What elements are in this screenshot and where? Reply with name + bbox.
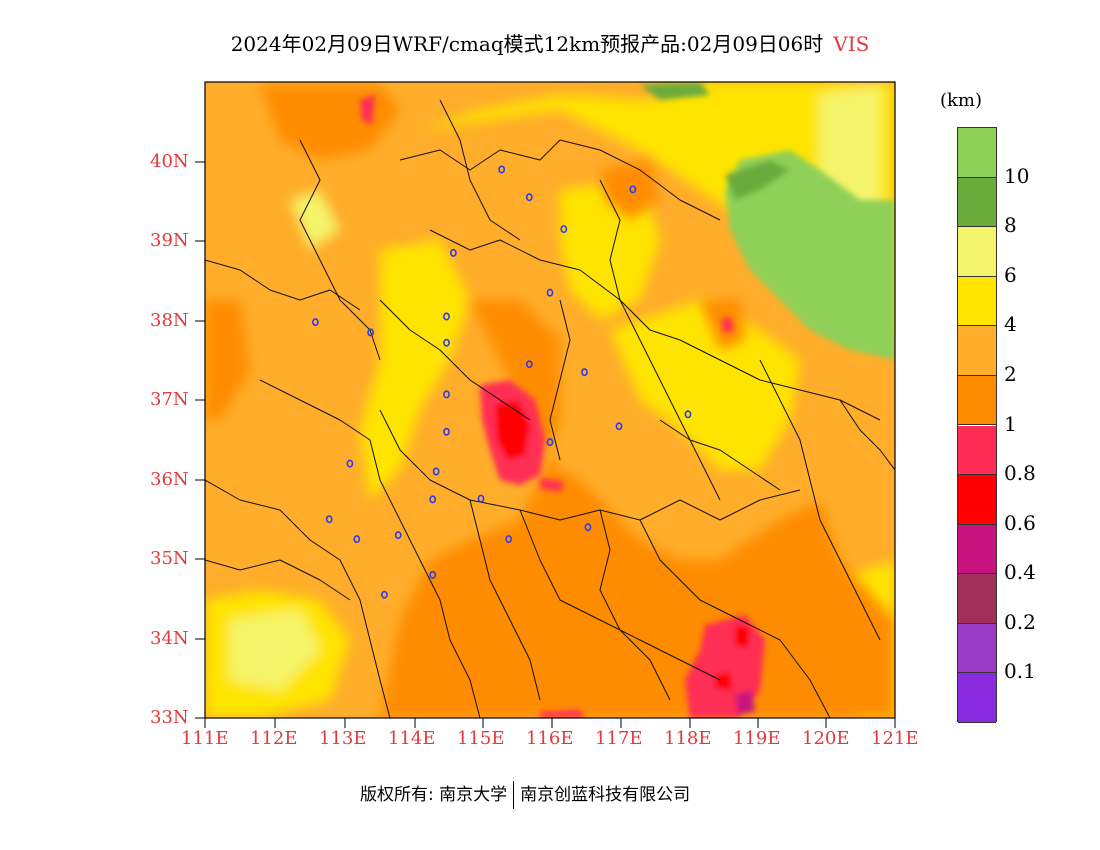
city-marker bbox=[525, 193, 533, 202]
legend-label: 6 bbox=[1004, 262, 1017, 287]
legend-label: 1 bbox=[1004, 411, 1017, 436]
city-marker bbox=[429, 570, 437, 579]
x-tick-label: 120E bbox=[802, 728, 850, 749]
legend-colorbar bbox=[957, 127, 997, 723]
y-tick-label: 34N bbox=[150, 627, 189, 649]
title-text: 2024年02月09日WRF/cmaq模式12km预报产品:02月09日06时 bbox=[230, 32, 824, 56]
x-tick-label: 119E bbox=[733, 728, 781, 749]
legend-label: 0.2 bbox=[1004, 609, 1036, 634]
city-marker bbox=[546, 438, 554, 447]
legend-swatch bbox=[958, 326, 996, 376]
city-marker bbox=[443, 338, 450, 347]
legend-swatch bbox=[958, 276, 996, 327]
x-tick-label: 116E bbox=[526, 728, 574, 749]
city-marker bbox=[615, 422, 623, 431]
legend-label: 0.4 bbox=[1004, 560, 1036, 585]
city-marker bbox=[584, 523, 592, 532]
legend-swatch bbox=[958, 425, 996, 476]
legend-label: 10 bbox=[1004, 163, 1030, 188]
city-marker bbox=[353, 535, 361, 544]
city-marker bbox=[394, 531, 402, 540]
legend-swatch bbox=[958, 673, 996, 723]
city-marker bbox=[525, 360, 533, 369]
y-tick-label: 38N bbox=[150, 309, 189, 331]
footer-left: 版权所有: 南京大学 bbox=[360, 785, 508, 805]
y-tick-label: 33N bbox=[150, 707, 189, 728]
legend-swatch bbox=[958, 623, 996, 674]
city-markers bbox=[311, 165, 692, 599]
legend-swatch bbox=[958, 475, 996, 525]
y-tick-label: 37N bbox=[150, 389, 189, 411]
legend-swatch bbox=[958, 128, 996, 178]
city-marker bbox=[477, 494, 485, 503]
y-tick-label: 39N bbox=[150, 230, 189, 252]
x-tick-label: 115E bbox=[457, 728, 505, 749]
x-tick-label: 113E bbox=[319, 728, 367, 749]
axis-ticks bbox=[195, 161, 896, 728]
legend-swatch bbox=[958, 574, 996, 624]
city-marker bbox=[498, 165, 506, 174]
city-marker bbox=[325, 515, 333, 524]
x-tick-label: 112E bbox=[250, 728, 298, 749]
legend-swatch bbox=[958, 227, 996, 277]
x-tick-label: 117E bbox=[595, 728, 643, 749]
legend-swatch bbox=[958, 524, 996, 575]
city-marker bbox=[546, 288, 554, 297]
legend-label: 2 bbox=[1004, 361, 1017, 386]
city-marker bbox=[311, 318, 319, 327]
copyright-footer: 版权所有: 南京大学 南京创蓝科技有限公司 bbox=[360, 780, 690, 809]
x-tick-label: 118E bbox=[664, 728, 712, 749]
city-marker bbox=[346, 459, 354, 468]
footer-divider bbox=[513, 781, 515, 809]
city-marker bbox=[443, 312, 450, 321]
legend-label: 0.6 bbox=[1004, 510, 1036, 535]
footer-right: 南京创蓝科技有限公司 bbox=[520, 785, 691, 805]
visibility-field bbox=[205, 82, 895, 718]
y-tick-label: 40N bbox=[150, 151, 189, 172]
city-marker bbox=[380, 590, 388, 599]
legend-label: 8 bbox=[1004, 213, 1017, 238]
city-marker bbox=[684, 410, 692, 419]
city-marker bbox=[429, 495, 437, 504]
y-tick-label: 36N bbox=[150, 468, 189, 490]
city-marker bbox=[443, 427, 450, 436]
city-marker bbox=[367, 328, 374, 337]
chart-title: 2024年02月09日WRF/cmaq模式12km预报产品:02月09日06时 V… bbox=[0, 28, 1100, 57]
city-marker bbox=[449, 248, 457, 257]
legend-label: 4 bbox=[1004, 312, 1017, 337]
city-marker bbox=[432, 467, 440, 476]
legend-label: 0.8 bbox=[1004, 461, 1036, 486]
legend-label: 0.1 bbox=[1004, 659, 1036, 684]
city-marker bbox=[629, 185, 637, 194]
legend-swatch bbox=[958, 177, 996, 228]
x-tick-label: 121E bbox=[871, 728, 919, 749]
variable-label: VIS bbox=[833, 32, 870, 56]
y-tick-label: 35N bbox=[150, 548, 189, 570]
city-marker bbox=[443, 390, 450, 399]
x-tick-label: 111E bbox=[181, 728, 229, 749]
legend-swatch bbox=[958, 375, 996, 426]
x-tick-label: 114E bbox=[388, 728, 436, 749]
city-marker bbox=[505, 535, 512, 544]
city-marker bbox=[560, 225, 568, 234]
city-marker bbox=[581, 368, 588, 377]
legend-unit: (km) bbox=[940, 90, 983, 111]
